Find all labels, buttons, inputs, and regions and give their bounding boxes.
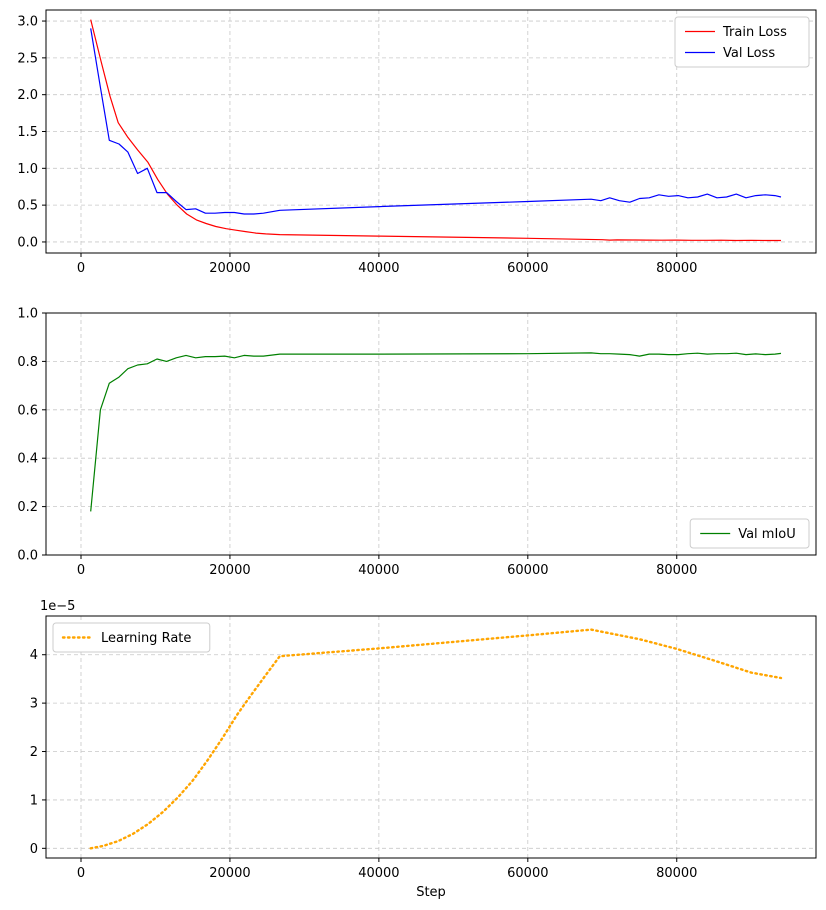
legend: Learning Rate [52,622,211,653]
x-tick-label: 80000 [656,866,697,881]
axes-frame [45,615,817,859]
y-tick-label: 2.0 [17,88,38,103]
y-offset-text: 1e−5 [40,599,75,614]
series-line-learning-rate [89,628,783,850]
x-tick-label: 80000 [656,563,697,578]
legend-label-val-miou: Val mIoU [738,527,796,542]
y-tick-label: 4 [30,648,38,663]
x-tick-label: 80000 [656,261,697,276]
legend-box [52,622,211,653]
x-tick-label: 0 [77,563,85,578]
y-tick-label: 2.5 [17,51,38,66]
series-line-val-miou [90,352,782,512]
x-tick-label: 40000 [358,563,399,578]
x-tick-label: 0 [77,261,85,276]
y-tick-label: 0.4 [17,452,38,467]
legend-box [689,518,810,549]
y-tick-label: 0.5 [17,199,38,214]
legend-box [674,16,810,68]
y-tick-label: 0.0 [17,235,38,250]
y-tick-label: 0.8 [17,355,38,370]
x-tick-label: 60000 [507,261,548,276]
loss-subplot: 0 20000 40000 60000 80000 0.0 0.5 1.0 1.5 2.0 2.5 3… [17,9,817,276]
y-tick-label: 1.5 [17,125,38,140]
x-tick-label: 60000 [507,866,548,881]
legend-label-train-loss: Train Loss [722,25,787,40]
axes-frame [45,312,817,556]
learning-rate-subplot: 0 20000 40000 60000 80000 0 1 2 3 4 1e−5 Step Learni… [30,599,817,900]
y-tick-label: 3.0 [17,15,38,30]
legend: Train Loss Val Loss [674,16,810,68]
y-tick-label: 0.2 [17,500,38,515]
legend-label-val-loss: Val Loss [723,46,775,61]
y-tick-label: 2 [30,745,38,760]
x-tick-label: 20000 [209,563,250,578]
x-tick-label: 20000 [209,261,250,276]
y-tick-label: 1.0 [17,307,38,322]
y-tick-label: 3 [30,697,38,712]
x-tick-label: 0 [77,866,85,881]
x-tick-label: 60000 [507,563,548,578]
x-tick-label: 20000 [209,866,250,881]
x-tick-label: 40000 [358,261,399,276]
legend-label-learning-rate: Learning Rate [101,631,191,646]
y-tick-label: 1 [30,793,38,808]
series-line-train-loss [90,19,781,242]
legend: Val mIoU [689,518,810,549]
series-line-val-loss [90,28,782,215]
miou-subplot: 0 20000 40000 60000 80000 0.0 0.2 0.4 0.6 0.8 1.0 V… [17,307,817,578]
x-axis-label: Step [416,885,446,900]
y-tick-label: 0.0 [17,549,38,564]
y-tick-label: 0 [30,842,38,857]
y-tick-label: 0.6 [17,403,38,418]
y-tick-label: 1.0 [17,162,38,177]
x-tick-label: 40000 [358,866,399,881]
